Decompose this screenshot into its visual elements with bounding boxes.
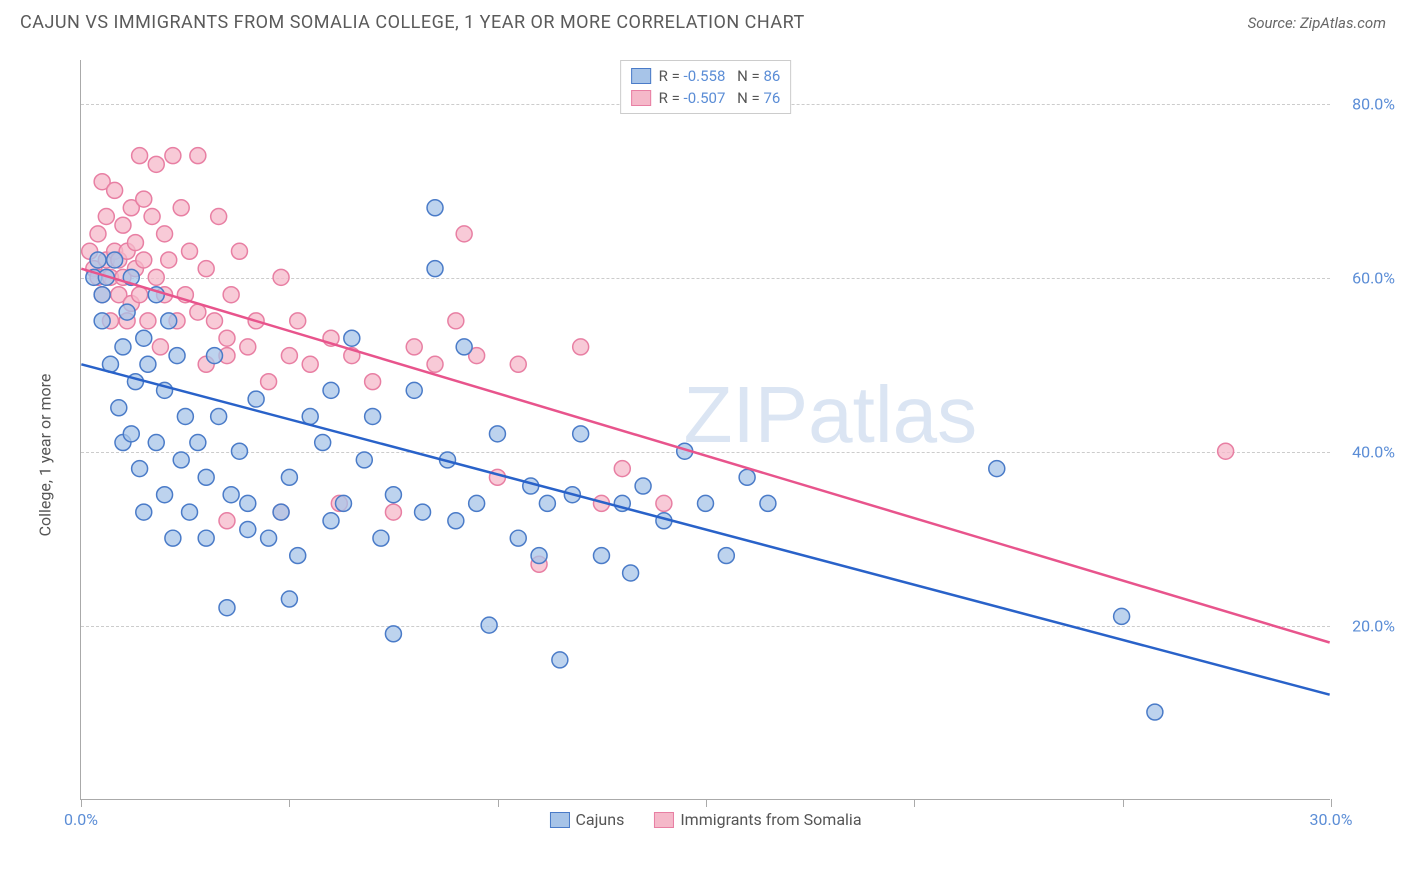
scatter-svg: [81, 60, 1330, 799]
somalia-swatch-bottom: [654, 812, 674, 828]
y-tick-label: 40.0%: [1352, 442, 1395, 461]
y-tick-label: 60.0%: [1352, 268, 1395, 287]
legend-item-cajuns: Cajuns: [549, 810, 624, 829]
cajuns-swatch-bottom: [549, 812, 569, 828]
stats-row-cajuns: R = -0.558 N = 86: [631, 65, 781, 87]
x-tick: [81, 799, 82, 807]
cajuns-swatch: [631, 68, 651, 84]
x-tick: [1123, 799, 1124, 807]
y-axis-label: College, 1 year or more: [36, 374, 55, 537]
x-tick: [1331, 799, 1332, 807]
x-tick: [706, 799, 707, 807]
stats-row-somalia: R = -0.507 N = 76: [631, 87, 781, 109]
source-attribution: Source: ZipAtlas.com: [1248, 14, 1386, 32]
somalia-swatch: [631, 90, 651, 106]
plot-area: ZIPatlas R = -0.558 N = 86 R = -0.507 N …: [80, 60, 1330, 800]
x-tick-label: 30.0%: [1310, 810, 1353, 829]
stats-legend: R = -0.558 N = 86 R = -0.507 N = 76: [620, 60, 792, 114]
y-tick-label: 80.0%: [1352, 94, 1395, 113]
correlation-chart: College, 1 year or more ZIPatlas R = -0.…: [20, 50, 1386, 860]
legend-item-somalia: Immigrants from Somalia: [654, 810, 861, 829]
x-tick: [289, 799, 290, 807]
series-legend: Cajuns Immigrants from Somalia: [549, 810, 861, 829]
x-tick-label: 0.0%: [64, 810, 98, 829]
page-title: CAJUN VS IMMIGRANTS FROM SOMALIA COLLEGE…: [20, 12, 805, 33]
legend-label-somalia: Immigrants from Somalia: [680, 810, 861, 829]
x-tick: [914, 799, 915, 807]
y-tick-label: 20.0%: [1352, 616, 1395, 635]
legend-label-cajuns: Cajuns: [575, 810, 624, 829]
x-tick: [498, 799, 499, 807]
